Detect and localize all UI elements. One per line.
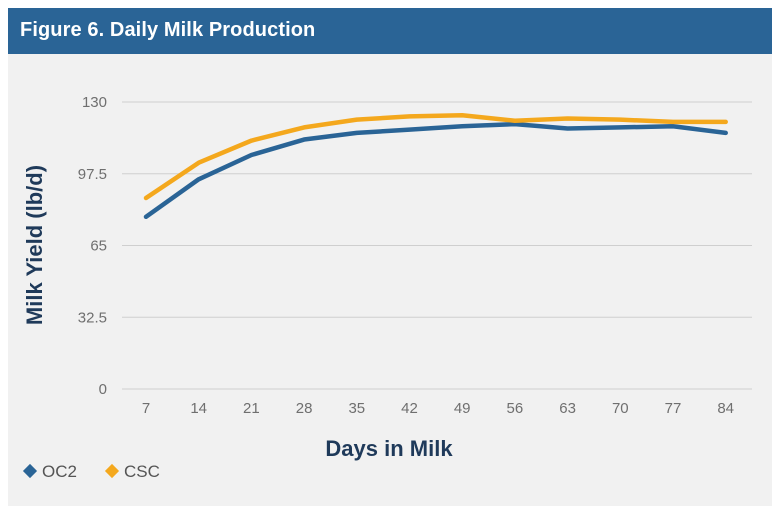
figure-header: Figure 6. Daily Milk Production (8, 8, 772, 54)
y-tick-label: 130 (82, 94, 107, 111)
x-tick-labels: 7 14 21 28 35 42 49 56 63 70 77 84 (142, 400, 734, 417)
series-lines (143, 112, 728, 220)
x-tick-label: 7 (142, 400, 150, 417)
legend-marker (104, 463, 120, 479)
x-tick-label: 42 (401, 400, 418, 417)
legend-marker (22, 463, 38, 479)
figure-title: Figure 6. Daily Milk Production (20, 19, 316, 41)
x-tick-label: 84 (717, 400, 734, 417)
y-axis-title: Milk Yield (lb/d) (22, 165, 47, 325)
legend-label: OC2 (42, 462, 77, 481)
series-line-oc2 (143, 121, 728, 220)
figure-panel: Figure 6. Daily Milk Production (8, 8, 772, 506)
x-tick-label: 49 (454, 400, 471, 417)
series-line-csc (143, 112, 728, 201)
gridlines (122, 101, 752, 390)
x-axis-title: Days in Milk (325, 436, 453, 461)
x-tick-label: 56 (507, 400, 524, 417)
x-tick-label: 21 (243, 400, 260, 417)
x-tick-label: 70 (612, 400, 629, 417)
y-tick-label: 32.5 (78, 309, 107, 326)
y-tick-label: 0 (99, 381, 107, 398)
legend: OC2 CSC (22, 462, 160, 481)
x-tick-label: 28 (296, 400, 313, 417)
x-tick-label: 77 (665, 400, 682, 417)
legend-label: CSC (124, 462, 160, 481)
y-tick-label: 97.5 (78, 166, 107, 183)
y-tick-label: 65 (90, 238, 107, 255)
x-tick-label: 63 (559, 400, 576, 417)
x-tick-label: 14 (190, 400, 207, 417)
y-tick-labels: 0 32.5 65 97.5 130 (78, 94, 107, 398)
x-tick-label: 35 (348, 400, 365, 417)
